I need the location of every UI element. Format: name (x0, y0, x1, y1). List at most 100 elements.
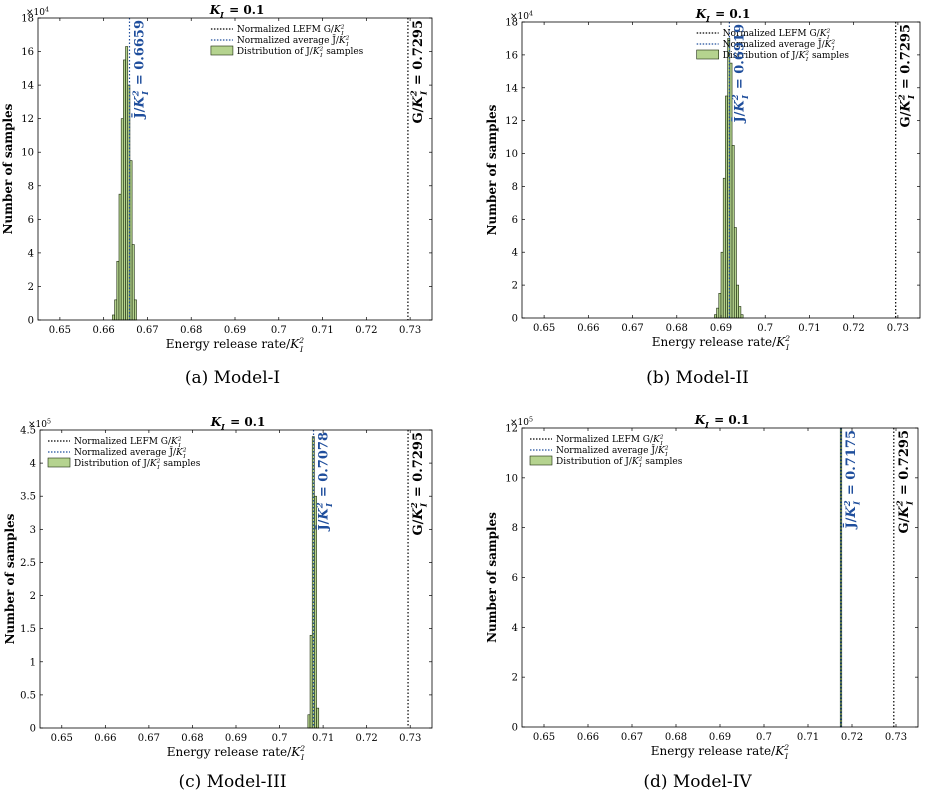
histogram-bar (131, 244, 135, 321)
chart-model-ii: 0.65 0.66 0.67 0.68 0.69 0.7 0.71 0.72 0.73 0 2 4 6 8… (485, 7, 921, 352)
x-tick-label: 0.72 (356, 733, 378, 744)
x-tick-label: 0.66 (94, 733, 116, 744)
x-tick-label: 0.69 (709, 732, 731, 743)
caption-model-ii: (b) Model-II (646, 368, 749, 388)
chart-title: KI = 0.1 (695, 7, 751, 24)
y-tick-label: 6 (512, 215, 518, 226)
y-tick-label: 2 (28, 282, 34, 293)
x-tick-label: 0.65 (533, 323, 555, 334)
x-tick-label: 0.68 (665, 732, 687, 743)
x-tick-label: 0.7 (757, 323, 773, 334)
caption-model-iii: (c) Model-III (178, 772, 287, 792)
y-tick-label: 8 (512, 523, 518, 534)
legend-entry: Distribution of J/K2 I samples (237, 46, 364, 59)
histogram-bar (727, 38, 731, 319)
y-tick-label: 10 (505, 149, 518, 160)
x-tick-label: 0.67 (621, 732, 643, 743)
y-tick-label: 16 (505, 50, 518, 61)
y-tick-label: 0 (512, 314, 518, 325)
y-tick-label: 10 (21, 148, 34, 159)
x-tick-label: 0.65 (533, 732, 555, 743)
y-tick-label: 0 (512, 723, 518, 734)
y-tick-label: 3.5 (20, 492, 36, 503)
legend-entry: Distribution of J/K2 I samples (556, 456, 683, 469)
y-tick-label: 1 (30, 657, 36, 668)
lefm-annotation: G/K2I = 0.7295 (896, 24, 916, 127)
histogram-bar (733, 227, 737, 319)
lefm-annotation: G/K2I = 0.7295 (409, 20, 429, 123)
y-tick-label: 18 (21, 14, 34, 25)
histogram-bar (731, 145, 735, 319)
y-tick-label: 0 (28, 316, 34, 327)
y-axis-label: Number of samples (485, 104, 499, 235)
histogram-bar (129, 160, 133, 321)
x-tick-label: 0.7 (271, 325, 287, 336)
histogram-bar (134, 299, 137, 321)
y-multiplier: ×104 (510, 10, 533, 22)
histogram-bar (740, 314, 744, 319)
histogram-bar (125, 46, 129, 321)
panel-model-ii: 0.65 0.66 0.67 0.68 0.69 0.7 0.71 0.72 0.73 0 2 4 6 8… (465, 0, 930, 402)
y-tick-label: 2 (512, 281, 518, 292)
x-axis-label: Energy release rate/K2 I (167, 744, 306, 762)
x-tick-label: 0.72 (843, 323, 865, 334)
chart-title: KI = 0.1 (209, 3, 265, 20)
x-tick-label: 0.67 (136, 325, 158, 336)
histogram-bar (307, 714, 311, 729)
y-multiplier: ×104 (26, 6, 49, 18)
histogram-bar (112, 314, 115, 321)
legend-entry: Normalized LEFM G/K2 I (556, 434, 664, 447)
legend-swatch (696, 49, 719, 60)
x-tick-label: 0.66 (577, 323, 599, 334)
histogram-bar (718, 293, 722, 319)
x-tick-label: 0.69 (225, 733, 247, 744)
y-tick-label: 3 (30, 525, 36, 536)
chart-model-iv: 0.65 0.66 0.67 0.68 0.69 0.7 0.71 0.72 0.73 0 2 4 6 8… (485, 413, 919, 761)
x-tick-label: 0.66 (93, 325, 115, 336)
legend-entry: Normalized LEFM G/K2 I (74, 436, 182, 449)
x-tick-label: 0.71 (311, 325, 333, 336)
y-tick-label: 18 (505, 18, 518, 29)
histogram-bar (116, 260, 120, 321)
x-tick-label: 0.73 (399, 733, 421, 744)
caption-model-iv: (d) Model-IV (643, 772, 752, 792)
y-axis-label: Number of samples (1, 103, 15, 234)
x-axis-label: Energy release rate/K2 I (651, 743, 790, 761)
panel-model-i: 0.65 0.66 0.67 0.68 0.69 0.7 0.71 0.72 0.73 0 2 4 6 8… (0, 0, 465, 402)
y-tick-label: 12 (505, 424, 518, 435)
x-tick-label: 0.68 (181, 733, 203, 744)
chart-model-iii: 0.65 0.66 0.67 0.68 0.69 0.7 0.71 0.72 0.73 0 0.5 1… (3, 415, 433, 762)
x-axis-label: Energy release rate/K2 I (166, 336, 305, 354)
lefm-annotation: G/K2I = 0.7295 (409, 432, 429, 535)
legend-entry: Normalized average J̄/K2 I (723, 38, 836, 52)
histogram-bar (722, 177, 726, 319)
y-tick-label: 4.5 (20, 426, 36, 437)
x-tick-label: 0.68 (666, 323, 688, 334)
legend-entry: Normalized average J̄/K2 I (556, 444, 669, 458)
legend-entry: Distribution of J/K2 I samples (723, 50, 850, 63)
x-tick-label: 0.73 (399, 325, 421, 336)
legend-entry: Normalized average J̄/K2 I (237, 34, 350, 48)
legend-entry: Distribution of J/K2 I samples (74, 458, 201, 471)
y-tick-label: 6 (512, 573, 518, 584)
y-tick-label: 12 (505, 116, 518, 127)
legend-entry: Normalized average J̄/K2 I (74, 446, 187, 460)
x-tick-label: 0.67 (138, 733, 160, 744)
x-tick-label: 0.69 (710, 323, 732, 334)
axes-box (39, 429, 433, 729)
histogram-bar (114, 299, 118, 321)
legend-entry: Normalized LEFM G/K2 I (723, 28, 831, 41)
y-tick-label: 4 (30, 459, 36, 470)
chart-title: KI = 0.1 (694, 413, 750, 430)
x-tick-label: 0.68 (180, 325, 202, 336)
y-tick-label: 14 (505, 83, 518, 94)
y-multiplier: ×105 (28, 418, 51, 430)
axes-box (37, 17, 433, 321)
y-tick-label: 8 (512, 182, 518, 193)
y-tick-label: 4 (28, 248, 34, 259)
histogram-bar (309, 634, 313, 729)
lefm-annotation: G/K2I = 0.7295 (895, 430, 915, 533)
y-tick-label: 0.5 (20, 690, 36, 701)
y-tick-label: 2 (512, 673, 518, 684)
x-tick-label: 0.65 (51, 733, 73, 744)
